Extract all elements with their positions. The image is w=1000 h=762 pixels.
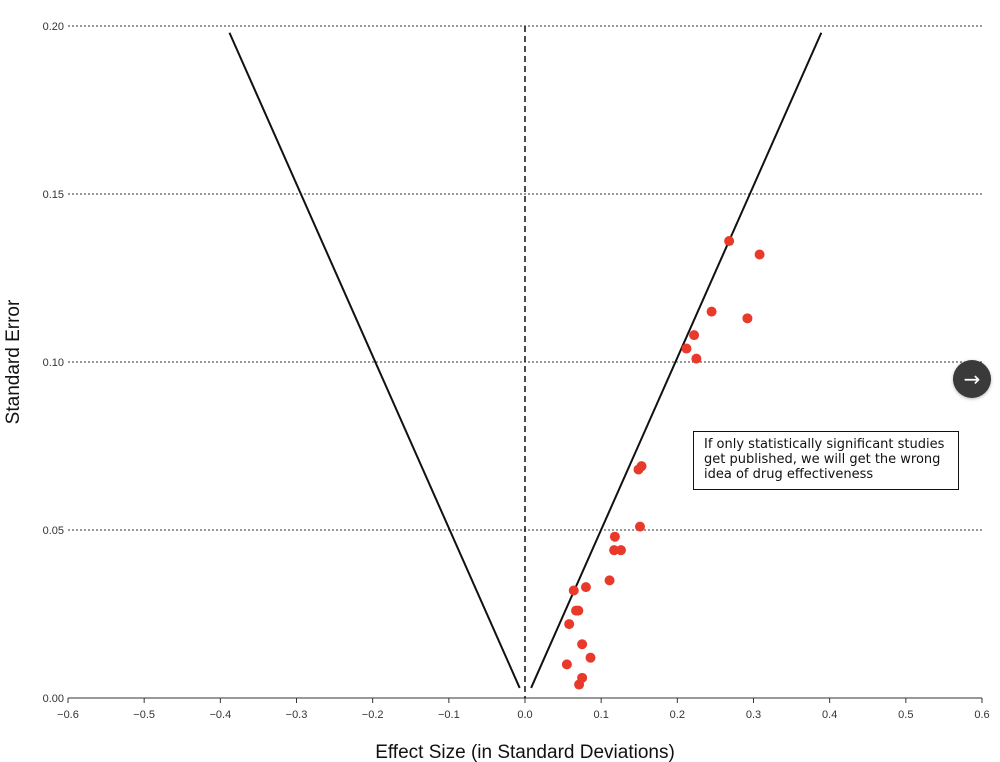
x-axis-title: Effect Size (in Standard Deviations) bbox=[375, 742, 675, 762]
data-point bbox=[754, 249, 765, 260]
x-tick-label: −0.4 bbox=[209, 709, 231, 721]
data-point bbox=[574, 679, 585, 690]
data-point bbox=[609, 545, 620, 556]
data-point bbox=[633, 464, 644, 475]
data-point bbox=[564, 619, 575, 630]
annotation-box: If only statistically significant studie… bbox=[693, 431, 959, 490]
x-tick-label: 0.4 bbox=[822, 709, 837, 721]
data-point bbox=[604, 575, 615, 586]
arrow-right-icon: → bbox=[963, 367, 981, 391]
data-point bbox=[580, 582, 591, 593]
y-axis-title: Standard Error bbox=[3, 299, 24, 424]
x-tick-label: 0.5 bbox=[898, 709, 913, 721]
data-point bbox=[706, 306, 717, 317]
data-point bbox=[724, 236, 735, 247]
data-point bbox=[609, 531, 620, 542]
data-point bbox=[561, 659, 572, 670]
annotation-text: If only statistically significant studie… bbox=[704, 437, 945, 482]
axes: 0.00 0.05 0.10 0.15 0.20 −0.6 −0.5 −0.4 −0.3 −0.2… bbox=[43, 21, 990, 721]
funnel-line-right bbox=[530, 32, 823, 689]
data-point bbox=[681, 343, 692, 354]
y-tick-label: 0.10 bbox=[43, 357, 64, 369]
data-point bbox=[615, 545, 626, 556]
y-tick-label: 0.20 bbox=[43, 21, 64, 33]
x-tick-label: 0.0 bbox=[517, 709, 532, 721]
x-tick-label: 0.1 bbox=[594, 709, 609, 721]
x-tick-label: −0.6 bbox=[57, 709, 79, 721]
data-point bbox=[585, 652, 596, 663]
y-tick-label: 0.15 bbox=[43, 189, 64, 201]
x-tick-label: 0.6 bbox=[974, 709, 989, 721]
data-point bbox=[577, 639, 588, 650]
data-points bbox=[561, 236, 765, 690]
x-tick-label: −0.2 bbox=[362, 709, 384, 721]
x-tick-label: −0.5 bbox=[133, 709, 155, 721]
x-tick-label: −0.3 bbox=[286, 709, 308, 721]
funnel-line-left bbox=[228, 32, 521, 689]
data-point bbox=[571, 605, 582, 616]
y-tick-label: 0.05 bbox=[43, 525, 64, 537]
x-tick-label: 0.2 bbox=[670, 709, 685, 721]
data-point bbox=[689, 330, 700, 341]
x-tick-label: 0.3 bbox=[746, 709, 761, 721]
data-point bbox=[691, 353, 702, 364]
funnel-lines bbox=[228, 26, 823, 698]
data-point bbox=[742, 313, 753, 324]
y-tick-label: 0.00 bbox=[43, 693, 64, 705]
next-button[interactable]: → bbox=[953, 360, 991, 398]
data-point bbox=[635, 521, 646, 532]
data-point bbox=[568, 585, 579, 596]
x-tick-label: −0.1 bbox=[438, 709, 460, 721]
